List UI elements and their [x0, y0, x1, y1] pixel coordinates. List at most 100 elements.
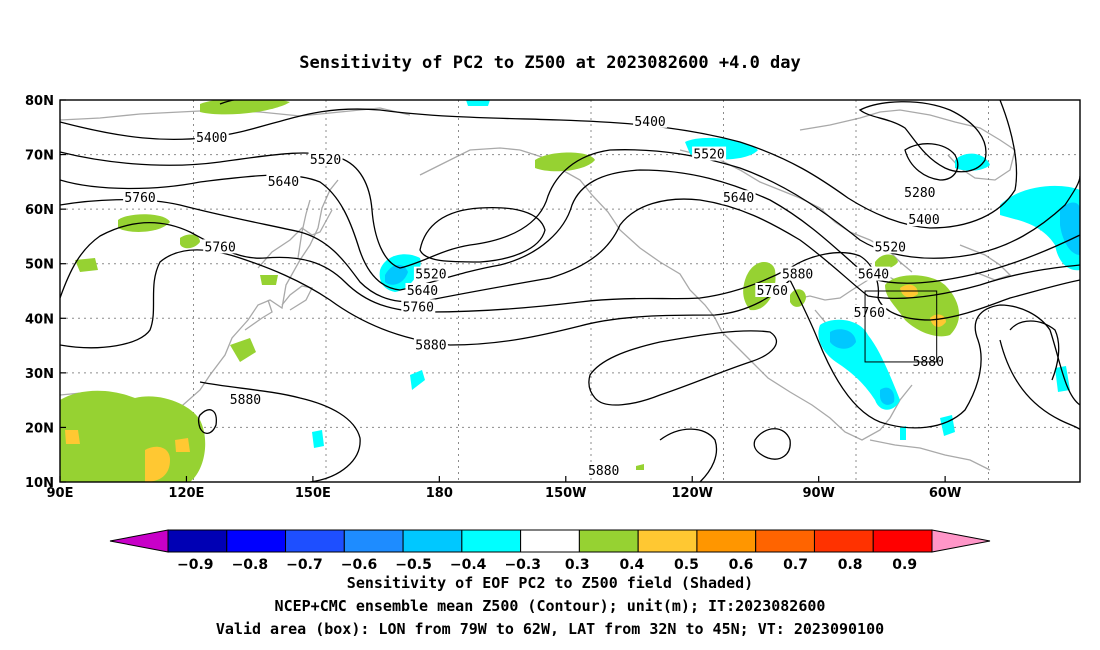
contour-label-bg: [413, 337, 448, 352]
lat-tick-label: 80N: [25, 94, 54, 109]
contour-label-bg: [692, 146, 727, 161]
colorbar-swatch: [813, 529, 874, 553]
footer-line-1: Sensitivity of EOF PC2 to Z500 field (Sh…: [347, 574, 753, 592]
lat-tick-label: 30N: [25, 367, 54, 382]
footer-line-3: Valid area (box): LON from 79W to 62W, L…: [216, 620, 884, 638]
colorbar-label: −0.4: [450, 557, 487, 573]
contour-label-bg: [586, 463, 621, 478]
contour-label: 5760: [401, 299, 436, 315]
contour-label: 5520: [692, 146, 727, 163]
lat-tick-label: 70N: [25, 149, 54, 164]
contour-label: 5760: [203, 239, 238, 255]
contour-label: 5520: [308, 152, 343, 168]
lon-tick-label: 120E: [168, 486, 204, 501]
contour-label-bg: [755, 283, 790, 297]
contour-label-text: 5400: [196, 131, 227, 146]
contour-label-text: 5880: [782, 268, 813, 283]
contour-label: 5760: [755, 283, 790, 299]
contour-label: 5280: [902, 184, 937, 201]
lon-tick-label: 180: [426, 486, 453, 501]
contour-label-bg: [780, 266, 815, 281]
contour-label-bg: [203, 239, 238, 254]
colorbar-label: −0.6: [341, 557, 378, 573]
colorbar-label: 0.8: [838, 557, 863, 573]
colorbar-label: 0.6: [729, 557, 754, 573]
contour-label-bg: [228, 392, 263, 407]
colorbar-swatch: [520, 529, 580, 553]
contour-label-text: 5520: [310, 153, 341, 168]
contour-label-text: 5760: [854, 306, 885, 321]
colorbar-swatch: [343, 529, 404, 553]
colorbar-label: −0.9: [177, 557, 214, 573]
contour-label-bg: [194, 130, 229, 145]
contour-label-text: 5880: [415, 339, 446, 354]
lon-tick-label: 90W: [802, 486, 834, 501]
shaded-negative-05: [385, 202, 1080, 405]
colorbar-swatch: [461, 529, 522, 553]
contour-label-text: 5760: [205, 240, 236, 255]
lat-tick-labels: 80N 70N 60N 50N 40N 30N 20N 10N: [25, 94, 54, 491]
lon-tick-label: 150W: [545, 486, 586, 501]
colorbar-swatch: [167, 529, 228, 553]
contour-label-bg: [902, 184, 937, 199]
lat-tick-label: 50N: [25, 258, 54, 273]
contour-label-text: 5760: [757, 284, 788, 299]
contour-label-text: 5640: [858, 268, 889, 283]
colorbar-swatch: [402, 529, 463, 553]
map-frame: [59, 99, 1081, 483]
contour-label: 5760: [852, 304, 887, 321]
colorbar-label: 0.5: [674, 557, 699, 573]
contour-label-bg: [123, 190, 158, 205]
contour-label-bg: [907, 212, 942, 227]
contour-label-text: 5760: [403, 300, 434, 315]
contour-label-bg: [405, 283, 440, 297]
contour-label-bg: [266, 173, 301, 188]
colorbar-high-arrow: [931, 529, 991, 553]
contour-label: 5880: [228, 392, 263, 408]
colorbar-swatch: [872, 529, 933, 553]
contour-label-text: 5880: [913, 355, 944, 370]
contour-label-text: 5520: [875, 240, 906, 255]
lat-tick-label: 10N: [25, 476, 54, 491]
colorbar-label: 0.3: [565, 557, 590, 573]
contour-label: 5400: [907, 212, 942, 228]
colorbar-labels: −0.9 −0.8 −0.7 −0.6 −0.5 −0.4 −0.3 0.3 0.4 0.5 0.6…: [177, 557, 917, 573]
contour-label-text: 5640: [268, 175, 299, 190]
contour-label-bg: [852, 304, 887, 319]
colorbar-swatch: [696, 529, 757, 553]
colorbar-label: −0.5: [395, 557, 432, 573]
contour-label-text: 5280: [904, 186, 935, 201]
contour-label: 5760: [123, 190, 158, 206]
colorbar-label: 0.7: [783, 557, 808, 573]
graticule: [60, 100, 1080, 482]
contour-label-bg: [308, 152, 343, 167]
lon-tick-labels: 90E 120E 150E 180 150W 120W 90W 60W: [47, 486, 962, 501]
contour-label-bg: [633, 113, 668, 128]
shaded-positive-04: [65, 284, 946, 482]
contour-label: 5640: [721, 190, 756, 206]
contour-label-bg: [856, 266, 891, 281]
lon-tick-label: 60W: [929, 486, 961, 501]
contour-label: 5880: [780, 266, 815, 283]
contour-label-text: 5880: [230, 393, 261, 408]
colorbar-swatch: [226, 529, 287, 553]
lon-tick-label: 90E: [47, 486, 74, 501]
shaded-positive-03: [60, 100, 960, 482]
contour-label: 5400: [194, 130, 229, 146]
footer-line-2: NCEP+CMC ensemble mean Z500 (Contour); u…: [275, 597, 826, 615]
colorbar-low-arrow: [109, 529, 169, 553]
contour-label-text: 5400: [634, 115, 665, 130]
contour-label: 5400: [633, 113, 668, 130]
colorbar-swatch: [578, 529, 639, 553]
colorbar-swatch: [637, 529, 698, 553]
valid-area-box: [864, 290, 938, 363]
lon-tick-label: 150E: [295, 486, 331, 501]
contour-label: 5880: [413, 337, 448, 354]
contour-label: 5880: [586, 463, 621, 479]
lat-tick-label: 60N: [25, 203, 54, 218]
contour-label: 5520: [873, 239, 908, 255]
contour-label-text: 5400: [908, 213, 939, 228]
contour-label-text: 5520: [415, 268, 446, 283]
colorbar-swatch: [755, 529, 815, 553]
